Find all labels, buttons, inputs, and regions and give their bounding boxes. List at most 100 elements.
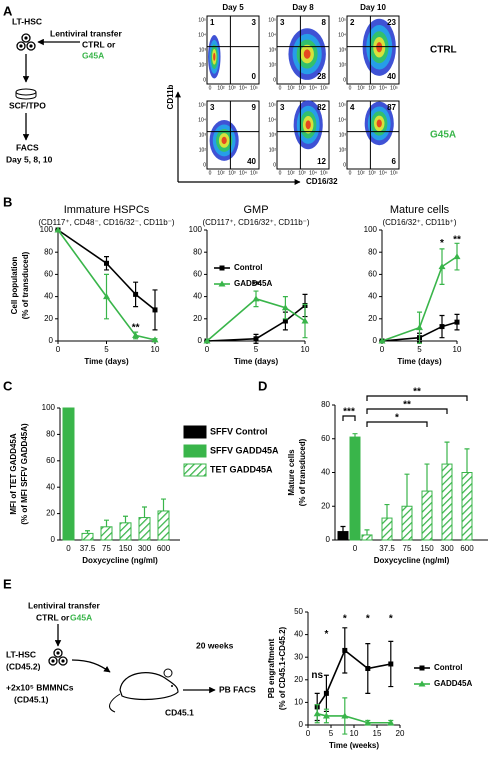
annotation: *	[389, 613, 393, 624]
error-bar	[404, 473, 410, 507]
y-tick-label: 0	[203, 77, 206, 83]
error-bar	[161, 498, 166, 511]
y-tick-label: 60	[193, 270, 202, 279]
y-tick-label: 60	[44, 270, 53, 279]
y-tick-label: 10	[294, 698, 303, 707]
cell-label: LT-HSC	[6, 649, 36, 659]
x-tick-label: 10²	[217, 85, 225, 91]
y-tick-label: 10²	[269, 62, 277, 68]
y-tick-label: 0	[299, 720, 304, 729]
x-tick-label: 0	[66, 544, 71, 553]
x-tick-label: 600	[460, 544, 474, 553]
y-axis-label: (% of CD45.1+CD45.2)	[278, 626, 287, 710]
cell-nucleus	[51, 659, 55, 663]
transfer-label: Lentiviral transfer	[50, 28, 122, 38]
legend-swatch	[183, 444, 207, 458]
error-bar	[424, 463, 430, 492]
y-tick-label: 20	[294, 675, 303, 684]
y-tick-label: 10²	[339, 147, 347, 153]
mouse-eye	[171, 685, 173, 687]
panel-label: D	[258, 378, 267, 393]
y-tick-label: 20	[44, 314, 53, 323]
point	[281, 304, 289, 311]
annotation: ***	[343, 407, 355, 418]
point	[364, 719, 372, 726]
point	[439, 324, 445, 330]
error-bar	[352, 433, 358, 438]
y-tick-label: 10²	[339, 62, 347, 68]
x-tick-label: 10	[350, 729, 359, 738]
panel-labels: A B C D E	[3, 3, 267, 591]
density	[221, 136, 227, 145]
quadrant-value: 3	[280, 103, 285, 112]
y-tick-label: 40	[44, 292, 53, 301]
cell-nucleus	[56, 651, 60, 655]
quadrant-value: 1	[210, 18, 215, 27]
g45a-label: G45A	[70, 612, 92, 622]
x-tick-label: 10⁵	[250, 85, 258, 91]
bar	[461, 472, 473, 541]
y-tick-label: 30	[294, 652, 303, 661]
quadrant-value: 8	[322, 18, 327, 27]
annotation: *	[440, 238, 444, 249]
x-tick-label: 37.5	[80, 544, 96, 553]
y-tick-label: 0	[326, 535, 331, 544]
x-tick-label: 10	[151, 345, 160, 354]
column-label: Day 8	[292, 3, 314, 12]
point	[133, 291, 139, 297]
mouse-tail	[109, 693, 121, 713]
x-tick-label: 0	[205, 345, 210, 354]
x-tick-label: 0	[349, 170, 352, 176]
y-tick-label: 10⁴	[338, 32, 346, 38]
y-tick-label: 10³	[199, 132, 207, 138]
x-tick-label: 10⁵	[390, 170, 398, 176]
y-tick-label: 0	[343, 77, 346, 83]
y-tick-label: 10⁴	[338, 117, 346, 123]
x-tick-label: 150	[420, 544, 434, 553]
y-tick-label: 80	[368, 247, 377, 256]
point	[282, 318, 288, 324]
y-tick-label: 10²	[199, 62, 207, 68]
panel-label: A	[3, 3, 13, 18]
bar	[138, 517, 151, 541]
y-tick-label: 10³	[199, 47, 207, 53]
error-bar	[364, 529, 370, 535]
x-tick-label: 10⁴	[309, 85, 317, 91]
quadrant-value: 3	[210, 103, 215, 112]
y-tick-label: 10²	[269, 147, 277, 153]
x-tick-label: 10³	[368, 85, 376, 91]
annotation: **	[132, 322, 140, 333]
y-axis-label: PB engraftment	[267, 638, 276, 698]
legend-label: SFFV GADD45A	[210, 445, 279, 455]
x-tick-label: 10⁵	[320, 85, 328, 91]
y-tick-label: 100	[364, 225, 378, 234]
chart-subtitle: (CD16/32⁺, CD11b⁺)	[382, 218, 456, 227]
bar	[421, 490, 433, 541]
x-tick-label: 10³	[298, 85, 306, 91]
y-tick-label: 60	[46, 456, 55, 465]
y-tick-label: 40	[294, 630, 303, 639]
quadrant-value: 23	[387, 18, 396, 27]
x-axis-label: CD16/32	[306, 177, 338, 186]
y-tick-label: 20	[46, 509, 55, 518]
point	[203, 337, 211, 344]
y-tick-label: 0	[198, 336, 203, 345]
panel-label: E	[3, 576, 12, 591]
y-tick-label: 50	[294, 607, 303, 616]
legend-label: GADD45A	[234, 279, 272, 288]
x-tick-label: 10⁴	[239, 85, 247, 91]
x-tick-label: 5	[417, 345, 422, 354]
panel-e-diagram: Lentiviral transfer CTRL or G45A LT-HSC …	[6, 600, 256, 717]
x-tick-label: 10²	[217, 170, 225, 176]
y-tick-label: 10⁵	[268, 102, 276, 108]
bar	[62, 407, 75, 541]
y-tick-label: 100	[42, 403, 56, 412]
x-tick-label: 10²	[357, 170, 365, 176]
y-tick-label: 10³	[339, 132, 347, 138]
y-tick-label: 0	[203, 162, 206, 168]
cell-label: LT-HSC	[12, 16, 42, 26]
bracket	[366, 408, 448, 414]
annotation: ns	[311, 670, 323, 681]
x-axis-label: Time (days)	[397, 357, 442, 366]
point	[323, 690, 329, 696]
